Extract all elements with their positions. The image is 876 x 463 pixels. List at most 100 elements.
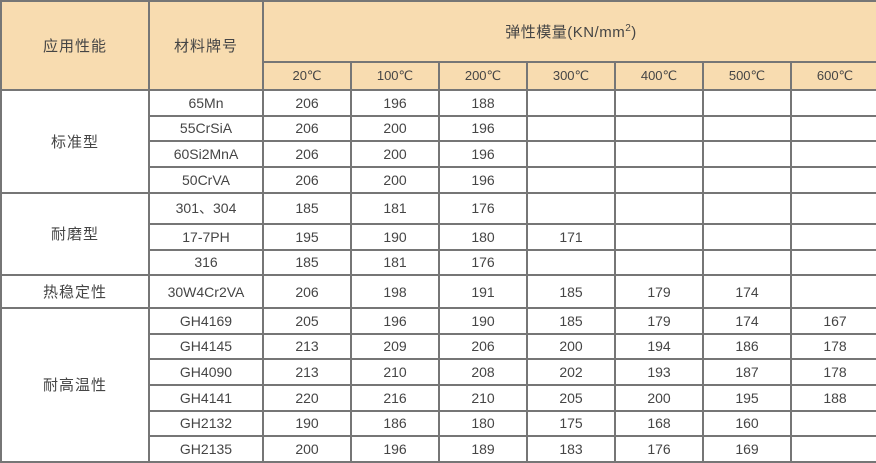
modulus-value-cell: 206 bbox=[262, 140, 352, 168]
column-header-temp-7: 600℃ bbox=[789, 61, 876, 91]
material-grade-cell: 65Mn bbox=[148, 89, 264, 117]
modulus-value-cell: 189 bbox=[438, 435, 528, 463]
modulus-value-cell bbox=[702, 248, 792, 277]
modulus-value-cell: 190 bbox=[438, 306, 528, 335]
modulus-value-cell: 208 bbox=[438, 358, 528, 386]
modulus-value-cell: 210 bbox=[438, 383, 528, 412]
modulus-value-cell: 206 bbox=[438, 332, 528, 361]
material-grade-cell: 60Si2MnA bbox=[148, 140, 264, 168]
table-row: 标准型 65Mn 206 196 188 bbox=[0, 89, 876, 194]
modulus-value-cell: 175 bbox=[526, 409, 616, 438]
modulus-value-cell: 195 bbox=[262, 222, 352, 251]
modulus-value-cell bbox=[614, 89, 704, 117]
modulus-value-cell: 176 bbox=[438, 248, 528, 277]
material-grade-cell: 301、304 bbox=[148, 191, 264, 225]
material-grade-cell: GH2135 bbox=[148, 435, 264, 463]
modulus-value-cell: 160 bbox=[702, 409, 792, 438]
modulus-value-cell: 188 bbox=[789, 383, 876, 412]
modulus-value-cell: 168 bbox=[614, 409, 704, 438]
modulus-title-text: 弹性模量(KN/mm bbox=[505, 24, 626, 41]
modulus-value-cell bbox=[526, 248, 616, 277]
modulus-value-cell: 196 bbox=[350, 89, 440, 117]
modulus-value-cell bbox=[789, 248, 876, 277]
modulus-value-cell: 179 bbox=[614, 274, 704, 309]
modulus-value-cell: 213 bbox=[262, 358, 352, 386]
column-header-temp-6: 500℃ bbox=[702, 61, 792, 91]
material-grade-cell: 17-7PH bbox=[148, 222, 264, 251]
modulus-value-cell: 185 bbox=[262, 248, 352, 277]
modulus-value-cell: 178 bbox=[789, 358, 876, 386]
modulus-value-cell: 180 bbox=[438, 222, 528, 251]
modulus-value-cell: 213 bbox=[262, 332, 352, 361]
material-grade-cell: 55CrSiA bbox=[148, 114, 264, 143]
modulus-value-cell: 196 bbox=[350, 306, 440, 335]
modulus-value-cell bbox=[789, 191, 876, 225]
modulus-value-cell: 171 bbox=[526, 222, 616, 251]
modulus-value-cell: 180 bbox=[438, 409, 528, 438]
modulus-value-cell: 186 bbox=[702, 332, 792, 361]
column-header-temp-3: 200℃ bbox=[438, 61, 528, 91]
modulus-value-cell: 210 bbox=[350, 358, 440, 386]
modulus-value-cell bbox=[526, 165, 616, 194]
table-row: GH4141 220 216 210 205 200 195 188 bbox=[1, 383, 876, 412]
table-row: 50CrVA 206 200 196 bbox=[1, 165, 876, 194]
modulus-value-cell bbox=[614, 248, 704, 277]
modulus-value-cell: 200 bbox=[614, 383, 704, 412]
column-header-material-grade: 材料牌号 bbox=[148, 0, 264, 91]
modulus-value-cell bbox=[789, 222, 876, 251]
modulus-value-cell bbox=[614, 165, 704, 194]
modulus-value-cell bbox=[702, 114, 792, 143]
material-grade-cell: GH4145 bbox=[148, 332, 264, 361]
modulus-value-cell: 194 bbox=[614, 332, 704, 361]
table-row: 耐磨型 301、304 185 181 176 bbox=[0, 191, 876, 277]
modulus-value-cell: 200 bbox=[262, 435, 352, 463]
modulus-value-cell: 200 bbox=[526, 332, 616, 361]
modulus-value-cell: 176 bbox=[614, 435, 704, 463]
modulus-value-cell bbox=[614, 222, 704, 251]
column-header-temp-2: 100℃ bbox=[350, 61, 440, 91]
modulus-value-cell bbox=[789, 114, 876, 143]
table-row: GH2135 200 196 189 183 176 169 bbox=[1, 435, 876, 463]
header-row-temperatures: 20℃ 100℃ 200℃ 300℃ 400℃ 500℃ 600℃ bbox=[1, 61, 876, 91]
modulus-value-cell bbox=[614, 140, 704, 168]
modulus-value-cell: 167 bbox=[789, 306, 876, 335]
modulus-value-cell: 198 bbox=[350, 274, 440, 309]
modulus-value-cell: 174 bbox=[702, 306, 792, 335]
modulus-value-cell bbox=[526, 191, 616, 225]
group-name-cell: 耐高温性 bbox=[0, 306, 150, 463]
modulus-title-close: ) bbox=[631, 24, 637, 41]
modulus-value-cell bbox=[789, 409, 876, 438]
modulus-value-cell bbox=[702, 140, 792, 168]
column-header-elastic-modulus: 弹性模量(KN/mm2) bbox=[261, 0, 876, 63]
table-header: 应用性能 材料牌号 弹性模量(KN/mm2) 20℃ 100℃ 200℃ 300℃ 40… bbox=[0, 0, 876, 91]
modulus-value-cell bbox=[789, 274, 876, 309]
modulus-value-cell bbox=[702, 191, 792, 225]
group-name-cell: 标准型 bbox=[0, 89, 150, 194]
modulus-value-cell: 193 bbox=[614, 358, 704, 386]
modulus-value-cell: 181 bbox=[350, 191, 440, 225]
modulus-value-cell: 185 bbox=[262, 191, 352, 225]
modulus-value-cell: 186 bbox=[350, 409, 440, 438]
table-row: 热稳定性 30W4Cr2VA 206 198 191 185 179 174 bbox=[0, 274, 876, 309]
modulus-value-cell: 191 bbox=[438, 274, 528, 309]
modulus-value-cell: 206 bbox=[262, 274, 352, 309]
table-body: 标准型 65Mn 206 196 188 55CrSiA 206 200 196 60Si2MnA… bbox=[0, 89, 876, 463]
modulus-value-cell: 169 bbox=[702, 435, 792, 463]
material-grade-cell: 316 bbox=[148, 248, 264, 277]
table-row: 17-7PH 195 190 180 171 bbox=[1, 222, 876, 251]
modulus-value-cell: 200 bbox=[350, 140, 440, 168]
modulus-value-cell: 190 bbox=[262, 409, 352, 438]
modulus-value-cell bbox=[702, 89, 792, 117]
modulus-value-cell bbox=[789, 435, 876, 463]
modulus-value-cell: 196 bbox=[438, 140, 528, 168]
table-row: 耐高温性 GH4169 205 196 190 185 179 174 167 bbox=[0, 306, 876, 463]
modulus-value-cell bbox=[526, 114, 616, 143]
modulus-value-cell: 216 bbox=[350, 383, 440, 412]
modulus-value-cell: 195 bbox=[702, 383, 792, 412]
modulus-value-cell: 209 bbox=[350, 332, 440, 361]
modulus-value-cell: 200 bbox=[350, 114, 440, 143]
modulus-value-cell bbox=[702, 165, 792, 194]
column-header-temp-1: 20℃ bbox=[262, 61, 352, 91]
modulus-value-cell bbox=[702, 222, 792, 251]
